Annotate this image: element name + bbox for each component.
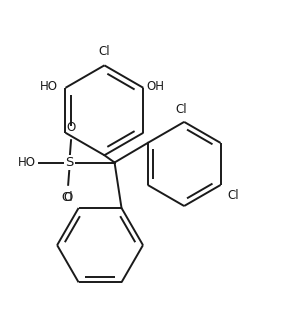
Text: Cl: Cl (228, 189, 240, 202)
Text: Cl: Cl (61, 191, 73, 204)
Text: O: O (66, 121, 76, 134)
Text: O: O (64, 191, 73, 204)
Text: OH: OH (146, 80, 164, 93)
Text: HO: HO (40, 80, 58, 93)
Text: S: S (66, 156, 74, 169)
Text: Cl: Cl (175, 102, 187, 115)
Text: HO: HO (18, 156, 36, 169)
Text: Cl: Cl (99, 45, 110, 58)
